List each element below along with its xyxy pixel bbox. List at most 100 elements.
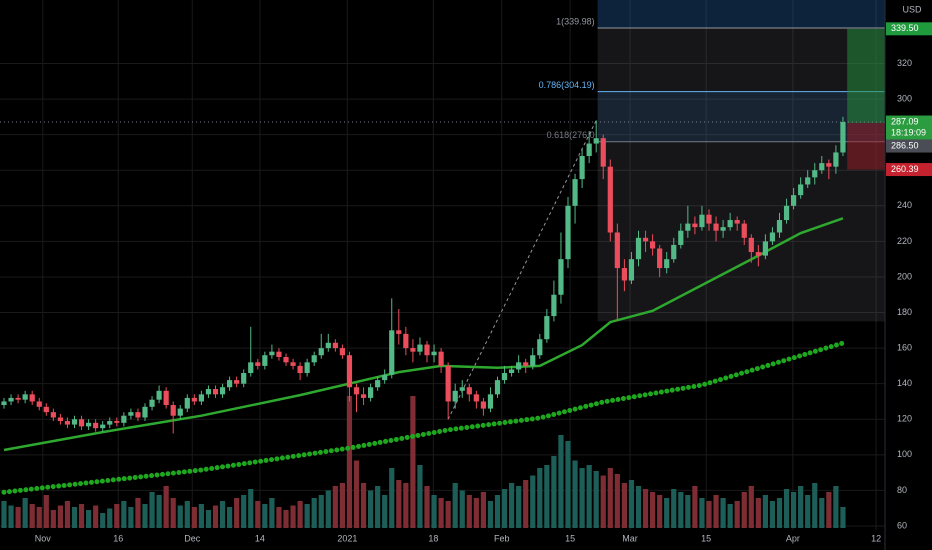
volume-bar xyxy=(769,501,776,528)
volume-bar xyxy=(353,460,360,528)
candle-body xyxy=(170,405,176,416)
y-tick-label: 100 xyxy=(897,449,912,459)
candle-body xyxy=(537,339,543,356)
candle-body xyxy=(565,205,571,260)
volume-bar xyxy=(516,486,522,528)
ma-slow-line xyxy=(1,340,846,495)
candle-body xyxy=(501,373,508,381)
countdown-label: 18:19:09 xyxy=(891,127,926,137)
candle-body xyxy=(614,232,620,269)
volume-bar xyxy=(720,498,726,528)
volume-bar xyxy=(727,504,733,528)
volume-bar xyxy=(86,510,92,528)
volume-bar xyxy=(29,504,35,528)
candle-body xyxy=(819,163,825,171)
target-price-label: 339.50 xyxy=(891,23,919,33)
candle-body xyxy=(776,220,783,233)
fib-upper-zone xyxy=(597,0,885,28)
candle-body xyxy=(494,380,501,395)
volume-bar xyxy=(762,495,768,528)
candle-body xyxy=(713,223,719,231)
volume-bar xyxy=(480,492,486,528)
candle-body xyxy=(445,365,451,402)
candle-body xyxy=(600,138,606,167)
x-tick-label: Feb xyxy=(494,533,510,543)
volume-bar xyxy=(558,435,564,528)
volume-bar xyxy=(713,495,719,528)
candle-body xyxy=(212,389,219,395)
x-tick-label: Dec xyxy=(184,533,201,543)
volume-bar xyxy=(671,489,677,528)
fib-level-label: 0.618(276.0 xyxy=(547,130,595,140)
candle-body xyxy=(135,412,141,418)
x-tick-label: 2021 xyxy=(337,533,357,543)
candle-body xyxy=(219,387,226,395)
volume-bar xyxy=(64,501,71,528)
volume-bar xyxy=(198,504,204,528)
candle-body xyxy=(50,412,56,418)
candle-body xyxy=(833,152,839,167)
volume-bar xyxy=(551,456,557,528)
candle-body xyxy=(184,397,190,409)
candle-body xyxy=(734,220,740,224)
candle-body xyxy=(826,163,832,167)
candle-body xyxy=(741,223,747,238)
candle-body xyxy=(621,268,627,281)
volume-bar xyxy=(642,489,649,528)
volume-bar xyxy=(212,505,219,528)
x-tick-label: 18 xyxy=(428,533,438,543)
volume-bar xyxy=(544,465,550,528)
volume-bar xyxy=(375,486,381,528)
volume-bar xyxy=(621,483,627,528)
candle-body xyxy=(191,397,197,402)
volume-bar xyxy=(579,468,585,528)
volume-bar xyxy=(410,396,416,528)
candle-body xyxy=(382,374,388,381)
volume-bar xyxy=(170,498,176,528)
candle-body xyxy=(100,424,106,429)
volume-bar xyxy=(537,468,543,528)
candle-body xyxy=(227,380,233,388)
candle-body xyxy=(459,387,465,391)
stop-price-label-bg xyxy=(886,163,932,177)
candle-body xyxy=(177,408,183,416)
volume-bar xyxy=(473,498,479,528)
x-tick-label: 15 xyxy=(701,533,711,543)
volume-bar xyxy=(325,490,331,528)
volume-bar xyxy=(22,498,28,528)
x-tick-label: Nov xyxy=(35,533,52,543)
candle-body xyxy=(657,248,663,269)
volume-bar xyxy=(755,498,761,528)
fib-level-label: 0.786(304.19) xyxy=(539,80,595,90)
candle-body xyxy=(142,406,148,418)
candle-body xyxy=(64,421,71,425)
candle-body xyxy=(107,421,113,425)
volume-bar xyxy=(741,492,747,528)
volume-bar xyxy=(614,474,620,528)
candle-body xyxy=(114,421,120,423)
volume-bar xyxy=(396,480,402,528)
candle-body xyxy=(805,177,811,185)
volume-bar xyxy=(332,486,338,528)
candle-body xyxy=(234,380,240,384)
candle-body xyxy=(509,369,515,374)
candle-body xyxy=(635,237,642,260)
y-tick-label: 320 xyxy=(897,58,912,68)
candle-body xyxy=(628,259,635,281)
volume-bar xyxy=(403,483,409,528)
trend-line xyxy=(447,120,597,420)
entry-price-label: 286.50 xyxy=(891,140,919,150)
fib-zone xyxy=(597,27,885,322)
volume-bar xyxy=(1,501,7,528)
candle-body xyxy=(29,394,35,402)
candle-body xyxy=(163,390,169,406)
volume-bar xyxy=(93,505,99,528)
candle-body xyxy=(410,348,416,352)
position-profit xyxy=(847,28,885,124)
candle-body xyxy=(276,351,282,358)
candle-body xyxy=(389,330,395,375)
candle-body xyxy=(755,252,761,256)
candle-body xyxy=(769,232,776,242)
candle-body xyxy=(1,401,7,406)
volume-bar xyxy=(600,475,606,528)
